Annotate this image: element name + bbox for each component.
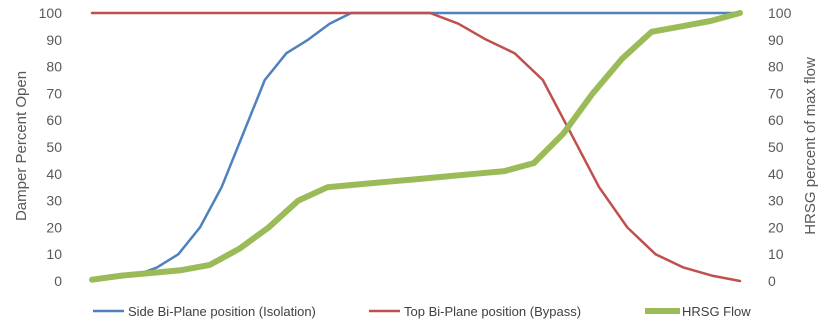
legend-label-hrsg-flow: HRSG Flow [682, 304, 751, 319]
right-tick-label: 0 [768, 273, 776, 289]
left-tick-label: 20 [46, 219, 62, 235]
left-tick-label: 50 [46, 139, 62, 155]
right-tick-label: 10 [768, 246, 784, 262]
left-tick-label: 60 [46, 112, 62, 128]
right-tick-label: 50 [768, 139, 784, 155]
right-tick-label: 100 [768, 5, 792, 21]
right-tick-label: 60 [768, 112, 784, 128]
right-axis-ticks: 0 10 20 30 40 50 60 70 80 90 100 [768, 5, 792, 289]
left-tick-label: 30 [46, 193, 62, 209]
left-tick-label: 0 [54, 273, 62, 289]
right-tick-label: 30 [768, 193, 784, 209]
legend-label-side-bi-plane: Side Bi-Plane position (Isolation) [128, 304, 316, 319]
right-tick-label: 20 [768, 219, 784, 235]
right-tick-label: 40 [768, 166, 784, 182]
left-tick-label: 80 [46, 59, 62, 75]
right-tick-label: 90 [768, 32, 784, 48]
right-tick-label: 80 [768, 59, 784, 75]
left-axis-ticks: 0 10 20 30 40 50 60 70 80 90 100 [39, 5, 63, 289]
left-tick-label: 70 [46, 85, 62, 101]
left-tick-label: 100 [39, 5, 63, 21]
y2-axis-title: HRSG percent of max flow [802, 57, 819, 235]
y-axis-title: Damper Percent Open [13, 71, 30, 221]
legend-label-top-bi-plane: Top Bi-Plane position (Bypass) [404, 304, 581, 319]
left-tick-label: 40 [46, 166, 62, 182]
right-tick-label: 70 [768, 85, 784, 101]
left-tick-label: 90 [46, 32, 62, 48]
left-tick-label: 10 [46, 246, 62, 262]
series-layer [92, 13, 740, 281]
legend: Side Bi-Plane position (Isolation) Top B… [93, 304, 751, 319]
